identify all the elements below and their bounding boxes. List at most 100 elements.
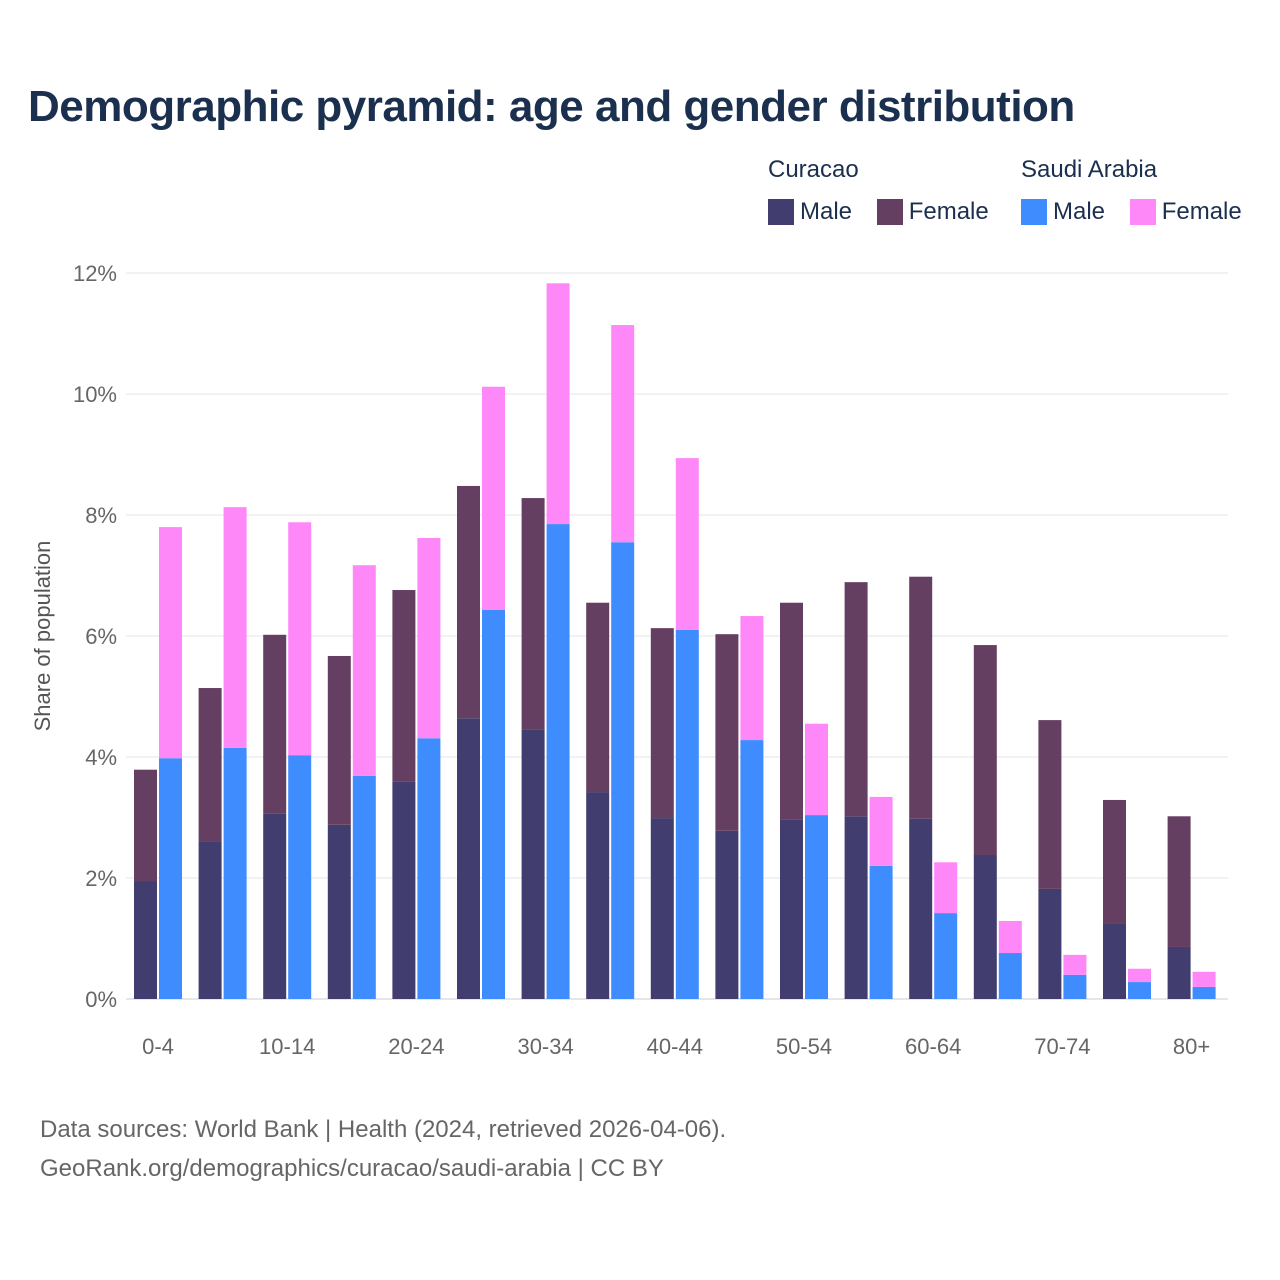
bar-curacao-male-5-9[interactable] xyxy=(198,841,222,999)
bar-curacao-male-70-74[interactable] xyxy=(1038,888,1062,999)
bar-curacao-female-50-54[interactable] xyxy=(780,602,803,820)
bar-curacao-female-60-64[interactable] xyxy=(909,576,933,819)
bar-curacao-male-35-39[interactable] xyxy=(586,792,610,999)
bar-curacao-male-10-14[interactable] xyxy=(263,813,287,999)
bar-saudi-arabia-male-15-19[interactable] xyxy=(352,775,376,999)
source-link[interactable]: GeoRank.org/demographics/curacao/saudi-a… xyxy=(40,1155,664,1182)
bar-saudi-arabia-male-45-49[interactable] xyxy=(740,740,764,999)
bar-curacao-male-15-19[interactable] xyxy=(327,824,351,999)
bar-saudi-arabia-female-40-44[interactable] xyxy=(675,458,699,630)
legend-item-curacao-female[interactable]: Female xyxy=(876,198,989,226)
x-tick-label: 70-74 xyxy=(1034,1034,1090,1059)
bar-saudi-arabia-female-70-74[interactable] xyxy=(1063,954,1087,975)
y-axis-label: Share of population xyxy=(30,541,55,732)
bar-curacao-male-55-59[interactable] xyxy=(844,816,868,999)
bar-saudi-arabia-female-50-54[interactable] xyxy=(805,723,828,816)
bar-saudi-arabia-female-25-29[interactable] xyxy=(482,386,505,610)
y-tick-label: 10% xyxy=(73,382,117,407)
bar-saudi-arabia-male-5-9[interactable] xyxy=(223,747,247,999)
legend-saudi-arabia: Saudi Arabia Male Female xyxy=(1021,156,1242,232)
bar-saudi-arabia-female-5-9[interactable] xyxy=(223,507,247,748)
legend-label: Female xyxy=(908,198,989,225)
bar-curacao-female-40-44[interactable] xyxy=(650,628,674,819)
bar-saudi-arabia-female-60-64[interactable] xyxy=(934,862,958,914)
x-tick-label: 50-54 xyxy=(776,1034,832,1059)
bar-curacao-female-20-24[interactable] xyxy=(392,590,416,782)
source-line: Data sources: World Bank | Health (2024,… xyxy=(40,1116,727,1143)
bar-saudi-arabia-female-80+[interactable] xyxy=(1192,971,1216,987)
legend-item-curacao-male[interactable]: Male xyxy=(768,198,852,226)
bar-saudi-arabia-female-45-49[interactable] xyxy=(740,616,764,741)
bar-saudi-arabia-male-40-44[interactable] xyxy=(675,629,699,999)
bars xyxy=(134,283,1216,999)
bar-curacao-male-50-54[interactable] xyxy=(780,819,803,999)
bar-curacao-male-0-4[interactable] xyxy=(134,881,157,999)
x-tick-label: 10-14 xyxy=(259,1034,315,1059)
bar-saudi-arabia-female-0-4[interactable] xyxy=(159,527,182,759)
bar-curacao-female-25-29[interactable] xyxy=(457,485,480,719)
bar-curacao-female-0-4[interactable] xyxy=(134,769,157,882)
bar-curacao-female-10-14[interactable] xyxy=(263,634,287,814)
y-tick-label: 0% xyxy=(85,987,117,1012)
bar-saudi-arabia-male-35-39[interactable] xyxy=(611,542,635,999)
bar-curacao-male-75-79[interactable] xyxy=(1103,923,1126,999)
bar-saudi-arabia-male-80+[interactable] xyxy=(1192,986,1216,999)
bar-saudi-arabia-female-15-19[interactable] xyxy=(352,565,376,776)
bar-curacao-male-80+[interactable] xyxy=(1167,946,1191,999)
bar-curacao-male-40-44[interactable] xyxy=(650,818,674,999)
bar-saudi-arabia-male-50-54[interactable] xyxy=(805,815,828,999)
bar-curacao-male-20-24[interactable] xyxy=(392,781,416,999)
legend-label: Male xyxy=(800,198,853,225)
swatch-icon xyxy=(768,199,794,225)
bar-saudi-arabia-male-30-34[interactable] xyxy=(546,524,570,999)
bar-curacao-female-80+[interactable] xyxy=(1167,816,1191,947)
legend-item-saudi-female[interactable]: Female xyxy=(1129,198,1242,226)
bar-saudi-arabia-female-65-69[interactable] xyxy=(998,920,1022,954)
x-tick-label: 0-4 xyxy=(142,1034,174,1059)
bar-saudi-arabia-female-10-14[interactable] xyxy=(288,522,312,756)
bar-curacao-female-35-39[interactable] xyxy=(586,602,610,793)
bar-curacao-female-30-34[interactable] xyxy=(521,498,545,730)
swatch-icon xyxy=(1129,199,1156,225)
bar-saudi-arabia-male-60-64[interactable] xyxy=(934,913,958,999)
y-tick-label: 6% xyxy=(85,624,117,649)
bar-saudi-arabia-male-20-24[interactable] xyxy=(417,738,441,999)
legend-title: Curacao xyxy=(768,156,859,183)
bar-curacao-female-75-79[interactable] xyxy=(1103,799,1126,924)
y-tick-label: 4% xyxy=(85,745,117,770)
bar-saudi-arabia-female-55-59[interactable] xyxy=(869,796,893,866)
bar-saudi-arabia-male-70-74[interactable] xyxy=(1063,974,1087,999)
y-tick-label: 8% xyxy=(85,503,117,528)
bar-curacao-female-65-69[interactable] xyxy=(973,645,997,856)
bar-curacao-female-55-59[interactable] xyxy=(844,582,868,817)
bar-saudi-arabia-male-25-29[interactable] xyxy=(482,609,505,999)
swatch-icon xyxy=(1021,199,1047,225)
bar-saudi-arabia-female-35-39[interactable] xyxy=(611,325,635,543)
legend-label: Male xyxy=(1053,198,1106,225)
bar-curacao-male-65-69[interactable] xyxy=(973,855,997,999)
bar-saudi-arabia-female-20-24[interactable] xyxy=(417,537,441,739)
bar-saudi-arabia-male-75-79[interactable] xyxy=(1128,982,1151,999)
bar-curacao-male-30-34[interactable] xyxy=(521,729,545,999)
bar-curacao-male-45-49[interactable] xyxy=(715,830,739,999)
bar-saudi-arabia-male-0-4[interactable] xyxy=(159,758,182,999)
bar-saudi-arabia-male-55-59[interactable] xyxy=(869,865,893,999)
y-tick-label: 2% xyxy=(85,866,117,891)
swatch-icon xyxy=(876,199,903,225)
bar-curacao-female-15-19[interactable] xyxy=(327,655,351,825)
bar-saudi-arabia-male-65-69[interactable] xyxy=(998,953,1022,999)
legend-item-saudi-male[interactable]: Male xyxy=(1021,198,1105,226)
bar-curacao-female-70-74[interactable] xyxy=(1038,720,1062,889)
bar-saudi-arabia-female-75-79[interactable] xyxy=(1128,968,1151,983)
bar-saudi-arabia-female-30-34[interactable] xyxy=(546,283,570,525)
x-tick-label: 60-64 xyxy=(905,1034,961,1059)
x-axis-ticks: 0-4 10-14 20-24 30-34 40-44 50-54 60-64 70-74 80… xyxy=(142,1034,1210,1059)
bar-curacao-female-45-49[interactable] xyxy=(715,634,739,831)
legend-label: Female xyxy=(1161,198,1242,225)
bar-saudi-arabia-male-10-14[interactable] xyxy=(288,755,312,999)
bar-curacao-male-60-64[interactable] xyxy=(909,818,933,999)
legend-title: Saudi Arabia xyxy=(1021,156,1158,183)
y-axis-ticks: 0% 2% 4% 6% 8% 10% 12% xyxy=(73,261,117,1012)
bar-curacao-male-25-29[interactable] xyxy=(457,718,480,999)
bar-curacao-female-5-9[interactable] xyxy=(198,688,222,842)
